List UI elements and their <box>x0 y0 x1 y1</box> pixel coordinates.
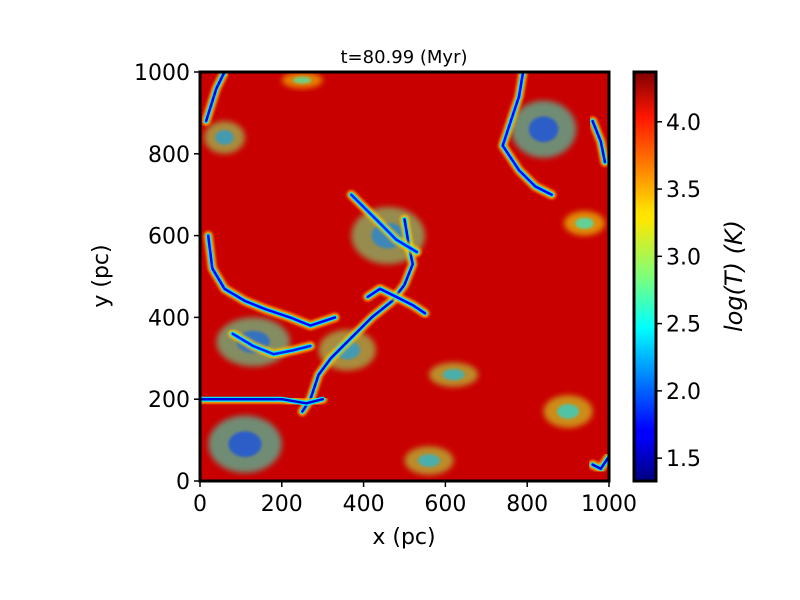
warm-patch-core <box>557 404 580 419</box>
y-axis-ticks: 0 200 400 600 800 1000 <box>134 61 200 495</box>
warm-patch-core <box>528 116 559 143</box>
y-tick-label: 1000 <box>134 61 190 86</box>
colorbar-frame <box>632 70 658 483</box>
filament-core <box>231 332 312 356</box>
y-tick-label: 200 <box>148 388 190 413</box>
colorbar-tick-label: 2.0 <box>666 380 701 405</box>
y-tick-label: 800 <box>148 143 190 168</box>
filament-core <box>366 287 427 315</box>
filament-core <box>591 119 607 164</box>
filament-core <box>350 193 419 254</box>
y-axis-label: y (pc) <box>89 244 114 307</box>
colorbar-label: log(T) (K) <box>720 220 748 332</box>
colorbar-ticks: 1.5 2.0 2.5 3.0 3.5 4.0 <box>656 111 701 472</box>
filament-core <box>301 217 414 413</box>
warm-patch-core <box>293 76 312 84</box>
chart-title: t=80.99 (Myr) <box>340 47 467 68</box>
filament-core <box>200 397 324 405</box>
warm-patch-core <box>228 431 262 458</box>
y-tick-label: 600 <box>148 225 190 250</box>
plot-frame <box>198 70 611 483</box>
warm-patch-core <box>417 454 441 467</box>
x-axis-label: x (pc) <box>372 525 435 550</box>
y-tick-label: 0 <box>176 470 190 495</box>
colorbar <box>634 72 656 481</box>
y-tick-label: 400 <box>148 306 190 331</box>
x-tick-label: 1000 <box>581 492 637 517</box>
x-tick-label: 400 <box>343 492 385 517</box>
warm-patch-core <box>442 369 465 381</box>
x-tick-label: 600 <box>424 492 466 517</box>
heatmap-plot-area <box>200 72 609 481</box>
x-tick-label: 200 <box>261 492 303 517</box>
cold-filaments <box>200 72 609 474</box>
x-tick-label: 800 <box>506 492 548 517</box>
warm-patch-core <box>215 130 234 145</box>
x-axis-ticks: 0 200 400 600 800 1000 <box>193 481 637 517</box>
filament-core <box>591 455 609 470</box>
colorbar-tick-label: 1.5 <box>666 447 701 472</box>
x-tick-label: 0 <box>193 492 207 517</box>
colorbar-tick-label: 2.5 <box>666 313 701 338</box>
colorbar-tick-label: 3.0 <box>666 245 701 270</box>
colorbar-tick-label: 3.5 <box>666 178 701 203</box>
warm-patch-core <box>575 217 594 229</box>
filament-core <box>206 234 337 327</box>
filament-core <box>501 72 553 196</box>
filament-core <box>204 72 226 123</box>
colorbar-tick-label: 4.0 <box>666 111 701 136</box>
